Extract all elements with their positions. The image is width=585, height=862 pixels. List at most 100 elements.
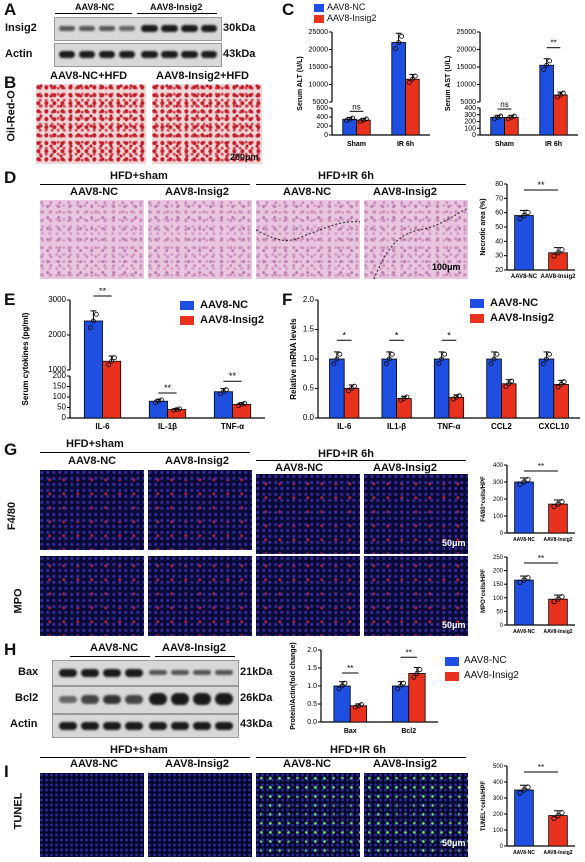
x-tick-label: IL-6: [95, 422, 110, 431]
data-point: [239, 401, 245, 407]
scale-bar-label: 100μm: [432, 262, 461, 272]
x-tick-label: AAV8-Insig2: [543, 537, 572, 543]
data-point: [395, 686, 400, 692]
panel-label-c: C: [282, 0, 295, 19]
data-point: [347, 116, 353, 122]
y-tick-label: 0: [500, 844, 504, 850]
panel-label-i: I: [4, 762, 9, 781]
data-point: [91, 318, 96, 324]
y-tick-label: 15000: [309, 64, 329, 71]
y-tick-label: 10000: [309, 82, 329, 89]
y-tick-label: 20000: [309, 47, 329, 54]
legend-swatch-nc: [445, 657, 459, 666]
legend-swatch-nc: [180, 301, 194, 310]
data-point: [177, 406, 183, 412]
bar: [548, 503, 568, 534]
group-label: AAV8-Insig2: [373, 462, 437, 474]
kda-label: 30kDa: [223, 22, 256, 34]
y-tick-label: 300: [493, 796, 504, 802]
group-underline: [155, 656, 235, 657]
y-tick-label: 3000: [48, 295, 66, 304]
tunel-image-sham-nc: [40, 773, 144, 857]
data-point: [346, 388, 351, 394]
panel-label-h: H: [4, 640, 17, 659]
condition-header: HFD+IR 6h: [330, 744, 386, 756]
y-tick-label: 60: [495, 210, 503, 217]
stain-label: F4/80: [6, 501, 19, 531]
sig-label: *: [342, 330, 346, 340]
bar: [391, 42, 406, 136]
data-point: [109, 358, 114, 364]
group-label: AAV8-NC: [283, 758, 332, 770]
bar: [213, 391, 233, 419]
stain-label: TUNEL: [12, 792, 25, 830]
image-title: AAV8-NC+HFD: [50, 70, 128, 82]
data-point: [525, 476, 531, 483]
group-underline: [55, 13, 132, 14]
data-point: [412, 73, 418, 79]
sig-label: **: [538, 554, 544, 563]
blot-row-label: Bax: [18, 666, 39, 678]
data-point: [521, 479, 527, 485]
bar: [448, 396, 465, 419]
x-tick-label: IR 6h: [545, 141, 562, 148]
data-point: [498, 113, 504, 119]
chart-g-mpo: 0 50 100 150 200 250 MPO⁺cells/HPF AAV8-NC AAV8-…: [480, 554, 575, 635]
data-point: [456, 393, 462, 399]
legend-swatch-insig2: [445, 672, 459, 681]
y-tick-label: 1.5: [307, 665, 317, 672]
bar: [486, 358, 502, 419]
y-tick-label: 25000: [309, 29, 329, 36]
scale-bar-label: 50μm: [442, 620, 466, 630]
tunel-image-ir-nc: [256, 773, 360, 857]
data-point: [155, 398, 161, 404]
x-tick-label: CXCL10: [538, 422, 569, 431]
condition-header: HFD+sham: [110, 744, 168, 756]
tunel-image-ir-insig2: [364, 773, 468, 857]
condition-header: HFD+IR 6h: [318, 448, 374, 460]
data-point: [561, 379, 567, 385]
kda-label: 43kDa: [240, 718, 273, 730]
data-point: [521, 212, 527, 219]
x-tick-label: AAV8-NC: [511, 274, 538, 280]
y-tick-label: 0.5: [303, 384, 315, 393]
data-point: [406, 80, 412, 85]
data-point: [559, 499, 565, 505]
y-tick-label: 0: [500, 531, 504, 537]
data-point: [517, 481, 523, 488]
y-tick-label: 1000: [48, 365, 66, 374]
data-point: [106, 362, 111, 368]
bar: [343, 388, 360, 419]
data-point: [174, 407, 180, 412]
western-blot-actin-h: [52, 714, 239, 738]
y-tick-label: 10000: [457, 82, 477, 89]
he-image-sham-insig2: [148, 200, 252, 279]
bar: [405, 78, 420, 136]
data-point: [491, 356, 497, 362]
y-tick-label: 5000: [312, 99, 328, 106]
y-axis-label: TUNEL⁺cells/HPF: [480, 781, 487, 832]
y-tick-label: 0: [472, 132, 476, 139]
legend-label: AAV8-NC: [327, 2, 366, 12]
data-point: [544, 356, 549, 362]
chart-d-necrotic: 20 30 40 50 60 70 80 Necrotic area (%) AAV8-NC AA…: [480, 180, 576, 280]
data-point: [152, 400, 158, 405]
group-label: AAV8-NC: [70, 758, 119, 770]
data-point: [555, 384, 561, 390]
y-tick-label: 100: [464, 125, 476, 132]
stain-label: Oil-Red-O: [5, 90, 18, 142]
x-tick-label: IL-6: [337, 422, 352, 431]
group-label: AAV8-Insig2: [162, 642, 226, 654]
sig-label: ns: [352, 102, 360, 111]
x-tick-label: AAV8-Insig2: [543, 629, 572, 635]
data-point: [551, 599, 557, 605]
y-tick-label: 0.5: [307, 701, 317, 708]
y-tick-label: 400: [316, 114, 328, 121]
condition-header: HFD+sham: [66, 438, 124, 450]
blot-row-label: Bcl2: [15, 692, 39, 704]
y-tick-label: 2.0: [303, 295, 315, 304]
if-image-f480-ir-nc: [256, 474, 360, 554]
bar: [538, 358, 555, 419]
y-tick-label: 400: [493, 780, 504, 786]
